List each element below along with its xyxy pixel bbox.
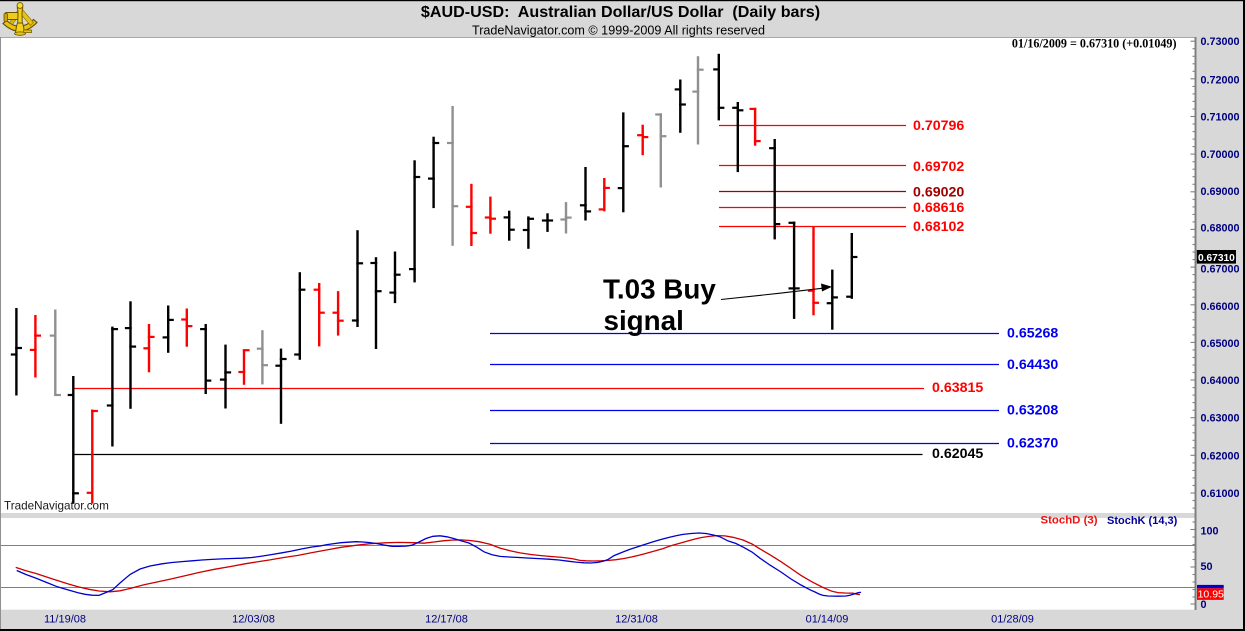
svg-text:50: 50 (1201, 561, 1213, 573)
svg-text:0.73000: 0.73000 (1201, 36, 1240, 48)
svg-text:signal: signal (604, 305, 684, 336)
svg-text:0.67310: 0.67310 (1198, 253, 1235, 264)
svg-text:0.68102: 0.68102 (913, 219, 964, 235)
svg-text:StochD (3): StochD (3) (1041, 515, 1098, 527)
svg-text:12/17/08: 12/17/08 (425, 613, 468, 625)
svg-text:TradeNavigator.com © 1999-2009: TradeNavigator.com © 1999-2009 All right… (472, 24, 765, 38)
svg-text:11/19/08: 11/19/08 (44, 613, 86, 625)
svg-text:0.70000: 0.70000 (1201, 149, 1240, 161)
svg-text:0.69020: 0.69020 (913, 184, 964, 200)
svg-text:10.95: 10.95 (1198, 589, 1224, 601)
svg-text:0.61000: 0.61000 (1201, 488, 1240, 500)
svg-text:0.67000: 0.67000 (1201, 263, 1240, 275)
svg-text:StochK (14,3): StochK (14,3) (1107, 515, 1178, 527)
svg-text:0.65000: 0.65000 (1201, 338, 1240, 350)
svg-text:12/31/08: 12/31/08 (615, 613, 658, 625)
svg-text:0.70796: 0.70796 (913, 118, 964, 134)
svg-text:100: 100 (1201, 525, 1219, 537)
svg-text:01/14/09: 01/14/09 (806, 613, 849, 625)
svg-text:0.63815: 0.63815 (932, 380, 983, 396)
svg-text:0.69702: 0.69702 (913, 159, 964, 175)
svg-text:0.65268: 0.65268 (1007, 326, 1058, 342)
svg-text:TradeNavigator.com: TradeNavigator.com (4, 500, 109, 513)
svg-text:0.69000: 0.69000 (1201, 186, 1240, 198)
svg-text:0: 0 (1201, 599, 1207, 611)
svg-text:12/03/08: 12/03/08 (232, 613, 275, 625)
svg-text:0.64430: 0.64430 (1007, 357, 1058, 373)
svg-text:0.72000: 0.72000 (1201, 74, 1240, 86)
svg-text:T.03 Buy: T.03 Buy (603, 273, 716, 304)
svg-text:0.64000: 0.64000 (1201, 375, 1240, 387)
svg-text:0.62370: 0.62370 (1007, 436, 1058, 452)
svg-text:0.62000: 0.62000 (1201, 450, 1240, 462)
svg-text:0.71000: 0.71000 (1201, 112, 1240, 124)
svg-text:$AUD-USD: Australian Dollar/U: $AUD-USD: Australian Dollar/US Dollar (D… (421, 3, 820, 21)
svg-text:0.68616: 0.68616 (913, 200, 964, 216)
svg-text:0.63208: 0.63208 (1007, 403, 1058, 419)
svg-text:01/16/2009 = 0.67310 (+0.01049: 01/16/2009 = 0.67310 (+0.01049) (1012, 36, 1177, 50)
svg-text:0.62045: 0.62045 (932, 446, 983, 462)
svg-text:01/28/09: 01/28/09 (991, 613, 1034, 625)
svg-text:0.63000: 0.63000 (1201, 413, 1240, 425)
svg-text:0.66000: 0.66000 (1201, 301, 1240, 313)
svg-text:0.68000: 0.68000 (1201, 222, 1240, 234)
